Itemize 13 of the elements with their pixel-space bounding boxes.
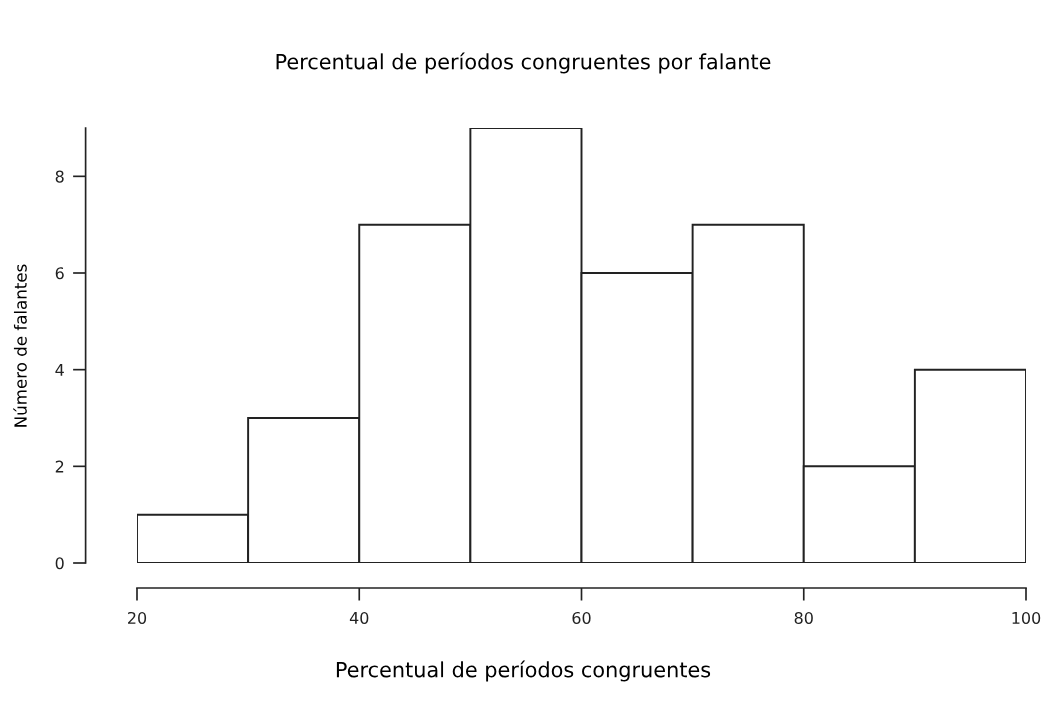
- chart-title: Percentual de períodos congruentes por falante: [276, 52, 771, 74]
- x-tick-label: 60: [572, 611, 591, 624]
- y-tick-label: 2: [55, 460, 64, 473]
- y-tick-label: 6: [55, 267, 64, 280]
- x-tick-label: 40: [349, 611, 369, 624]
- y-axis-title: Número de falantes: [13, 264, 27, 427]
- x-axis-title: Percentual de períodos congruentes: [336, 660, 711, 682]
- x-tick-label: 20: [128, 611, 147, 624]
- y-tick-label: 4: [55, 364, 64, 376]
- x-tick-label: 80: [794, 611, 813, 624]
- y-tick-label: 0: [55, 557, 64, 570]
- y-tick-label: 8: [55, 170, 64, 183]
- x-tick-label: 100: [1012, 611, 1041, 624]
